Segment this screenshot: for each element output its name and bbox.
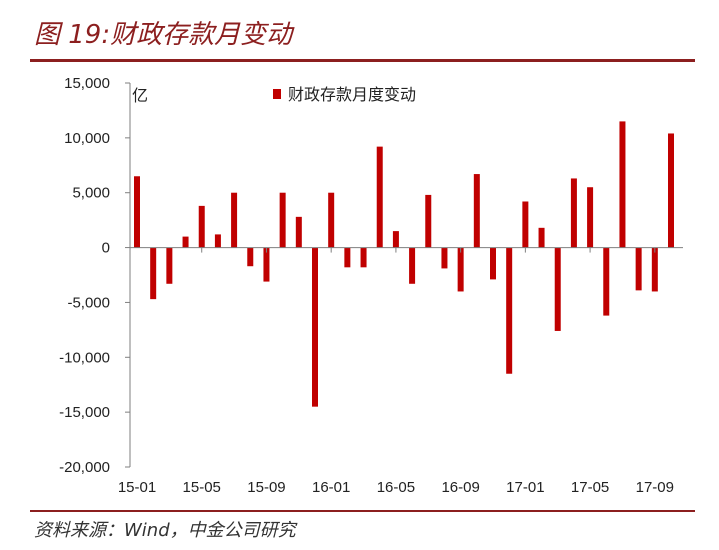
- y-axis-unit-label: 亿: [132, 86, 148, 105]
- bar: [635, 247, 642, 291]
- y-tick-label: 15,000: [64, 75, 110, 92]
- legend: 财政存款月度变动: [273, 85, 416, 104]
- title-rule: [30, 59, 695, 62]
- source-rule: [30, 510, 695, 512]
- bar: [554, 247, 561, 331]
- x-tick-label: 16-01: [312, 479, 350, 496]
- y-tick-label: -10,000: [59, 349, 110, 366]
- y-tick-label: 0: [102, 240, 110, 257]
- bar: [214, 234, 221, 248]
- x-tick-label: 17-09: [636, 479, 674, 496]
- bar: [150, 247, 157, 300]
- tick-labels-group: 15,000 10,000 5,000 0 -5,000 -10,000 -15,000 -2…: [59, 75, 674, 496]
- bar: [522, 201, 529, 248]
- bar: [182, 236, 189, 248]
- y-tick-label: -15,000: [59, 404, 110, 421]
- bar: [328, 192, 335, 248]
- y-tick-label: -5,000: [67, 294, 110, 311]
- bar: [587, 187, 594, 248]
- bar: [651, 247, 658, 292]
- bar: [231, 192, 238, 248]
- bar: [457, 247, 464, 292]
- bar: [344, 247, 351, 268]
- bar: [360, 247, 367, 268]
- legend-label: 财政存款月度变动: [288, 85, 416, 104]
- bar: [506, 247, 513, 374]
- figure-title: 图 19:财政存款月变动: [34, 20, 293, 50]
- bar: [409, 247, 416, 284]
- bar: [134, 176, 140, 248]
- axes-group: [125, 82, 683, 468]
- x-tick-label: 16-09: [441, 479, 479, 496]
- bar: [279, 192, 286, 248]
- x-tick-label: 15-05: [183, 479, 221, 496]
- source-note: 资料来源：Wind，中金公司研究: [34, 520, 296, 541]
- bars-group: [134, 121, 674, 407]
- bar: [392, 231, 399, 248]
- y-tick-label: 10,000: [64, 130, 110, 147]
- x-tick-label: 15-09: [247, 479, 285, 496]
- bar: [166, 247, 173, 284]
- x-tick-label: 15-01: [118, 479, 156, 496]
- bar: [603, 247, 610, 316]
- bar: [247, 247, 254, 267]
- bar: [198, 205, 205, 248]
- x-tick-label: 17-01: [506, 479, 544, 496]
- y-tick-label: 5,000: [72, 185, 110, 202]
- legend-swatch: [273, 89, 281, 99]
- x-tick-label: 17-05: [571, 479, 609, 496]
- bar: [376, 146, 383, 248]
- bar: [263, 247, 270, 282]
- bar: [570, 178, 577, 248]
- bar: [538, 227, 545, 248]
- bar: [312, 247, 318, 407]
- bar: [490, 247, 496, 280]
- bar: [473, 174, 480, 248]
- bar: [425, 194, 432, 248]
- bar: [441, 247, 448, 269]
- bar: [619, 121, 626, 248]
- bar: [668, 133, 674, 248]
- bar: [295, 216, 302, 248]
- y-tick-label: -20,000: [59, 459, 110, 476]
- x-tick-label: 16-05: [377, 479, 415, 496]
